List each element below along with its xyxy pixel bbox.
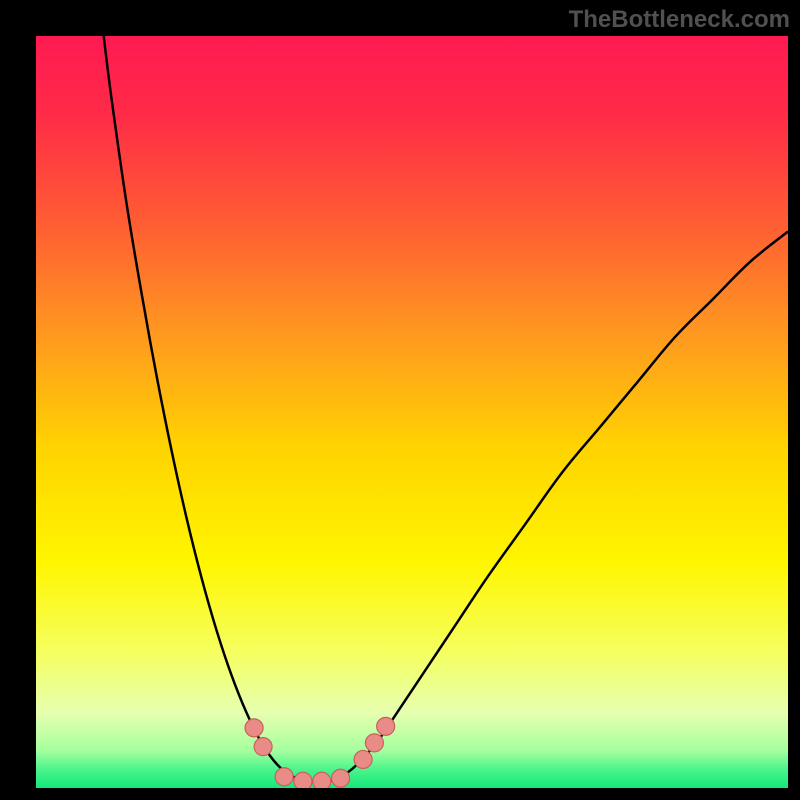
chart-container: TheBottleneck.com bbox=[0, 0, 800, 800]
plot-area bbox=[36, 36, 788, 788]
watermark-text: TheBottleneck.com bbox=[569, 6, 790, 34]
